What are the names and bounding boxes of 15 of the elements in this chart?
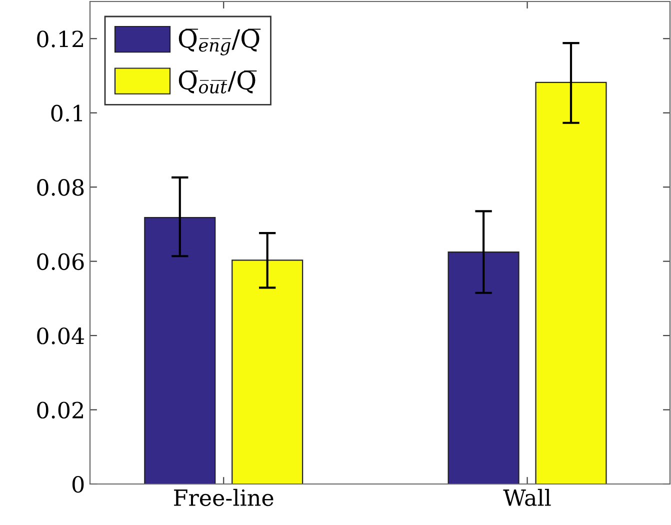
y-tick-label: 0.08	[37, 179, 84, 196]
y-tick-label: 0.1	[51, 104, 82, 122]
y-tick-label: 0.02	[37, 402, 83, 419]
y-tick-label: 0.06	[37, 253, 84, 270]
x-tick-label: Free-line	[174, 488, 274, 506]
y-tick-label: 0.12	[37, 30, 83, 48]
bar	[144, 216, 216, 484]
legend-label: Q̅$_{o̅u̅t̅}$/Q̅	[178, 70, 257, 94]
bar	[232, 260, 304, 484]
x-tick-label: Wall	[503, 488, 551, 506]
legend-label: Q̅$_{e̅n̅g̅}$/Q̅	[178, 28, 261, 56]
bar	[448, 251, 520, 484]
y-tick-label: 0	[72, 476, 84, 493]
bar	[535, 82, 607, 484]
y-tick-label: 0.04	[37, 327, 84, 344]
